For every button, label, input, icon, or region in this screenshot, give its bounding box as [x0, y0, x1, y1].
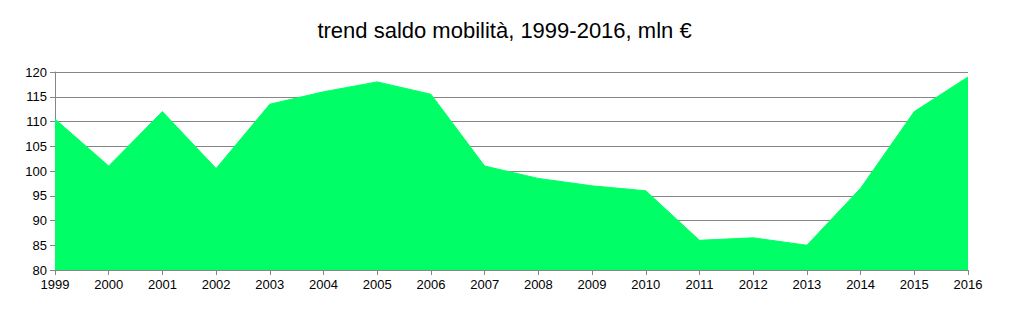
svg-text:2013: 2013: [792, 277, 821, 292]
svg-text:2016: 2016: [954, 277, 983, 292]
svg-text:2000: 2000: [94, 277, 123, 292]
svg-text:2003: 2003: [255, 277, 284, 292]
svg-text:90: 90: [33, 213, 47, 228]
svg-text:95: 95: [33, 188, 47, 203]
svg-text:2005: 2005: [363, 277, 392, 292]
svg-text:2004: 2004: [309, 277, 338, 292]
svg-text:trend saldo mobilità, 1999-201: trend saldo mobilità, 1999-2016, mln €: [317, 18, 691, 43]
svg-text:100: 100: [25, 164, 47, 179]
svg-text:1999: 1999: [41, 277, 70, 292]
svg-text:115: 115: [26, 89, 47, 104]
svg-text:105: 105: [25, 139, 47, 154]
svg-text:2012: 2012: [739, 277, 768, 292]
svg-text:2014: 2014: [846, 277, 875, 292]
svg-text:110: 110: [26, 114, 47, 129]
svg-text:85: 85: [33, 238, 47, 253]
svg-text:2001: 2001: [148, 277, 177, 292]
svg-text:2010: 2010: [631, 277, 660, 292]
svg-text:2015: 2015: [900, 277, 929, 292]
svg-text:120: 120: [25, 65, 47, 80]
svg-text:2006: 2006: [416, 277, 445, 292]
svg-text:80: 80: [33, 263, 47, 278]
svg-text:2002: 2002: [202, 277, 231, 292]
svg-text:2007: 2007: [470, 277, 499, 292]
svg-text:2009: 2009: [578, 277, 607, 292]
svg-text:2008: 2008: [524, 277, 553, 292]
svg-text:2011: 2011: [685, 277, 713, 292]
